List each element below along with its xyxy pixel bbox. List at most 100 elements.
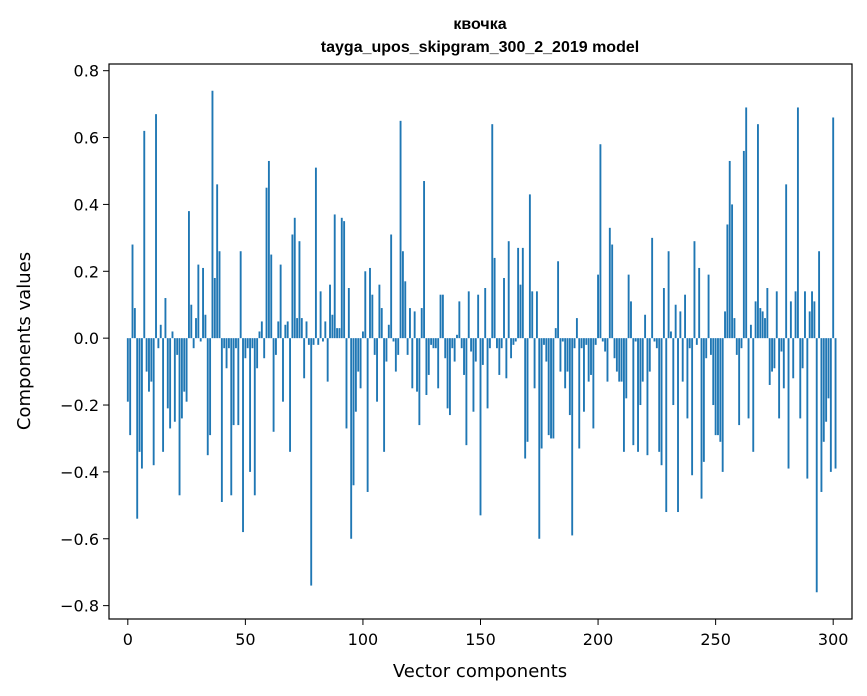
bar — [310, 338, 313, 586]
x-tick-label: 150 — [465, 630, 496, 649]
bar — [411, 338, 414, 389]
bar — [707, 274, 710, 339]
bar — [225, 338, 228, 369]
bar — [738, 338, 741, 426]
bar — [227, 338, 230, 349]
bar — [611, 244, 614, 339]
bar — [566, 338, 569, 372]
bar — [674, 304, 677, 339]
bar — [775, 291, 778, 339]
bar — [188, 211, 190, 339]
bar — [270, 254, 273, 339]
bar — [423, 181, 426, 339]
bar — [441, 294, 444, 339]
bar — [202, 267, 204, 339]
bar — [705, 338, 708, 359]
bar — [517, 247, 520, 339]
y-tick-label: 0.2 — [74, 262, 99, 281]
bar — [481, 338, 484, 365]
bar — [296, 318, 299, 339]
bar — [834, 338, 837, 469]
bar — [474, 338, 477, 362]
bar — [719, 338, 722, 442]
bar — [162, 338, 165, 452]
bar — [686, 338, 689, 419]
bar — [641, 338, 644, 382]
bar — [564, 338, 567, 389]
bar — [498, 338, 501, 375]
bar — [580, 338, 583, 349]
bar — [531, 291, 534, 339]
bar — [392, 338, 395, 342]
bar — [371, 294, 374, 339]
bar — [493, 257, 496, 339]
bar — [691, 338, 694, 476]
bar — [456, 334, 458, 339]
bar — [439, 294, 442, 339]
bar — [317, 338, 320, 345]
bar — [300, 318, 303, 339]
bar — [688, 338, 691, 349]
bar — [717, 338, 719, 436]
bar — [745, 107, 748, 339]
bar — [721, 338, 724, 472]
bar — [740, 338, 743, 349]
bar — [197, 264, 200, 339]
bar — [249, 338, 252, 472]
bar — [526, 338, 529, 442]
bar — [606, 338, 609, 382]
bar — [561, 338, 564, 342]
bar — [684, 294, 686, 339]
bar — [380, 308, 383, 339]
bar — [369, 267, 371, 339]
bar — [279, 264, 282, 339]
bar — [169, 338, 172, 429]
bar — [406, 338, 409, 355]
bar — [329, 284, 331, 339]
bar — [665, 338, 668, 513]
bar — [698, 267, 701, 339]
bar — [272, 338, 275, 432]
bar — [164, 298, 167, 339]
bar — [761, 311, 764, 339]
bar — [303, 338, 306, 379]
bar — [505, 338, 508, 379]
bar — [472, 338, 475, 412]
bar — [693, 241, 696, 339]
bar — [794, 291, 797, 339]
bar — [528, 194, 531, 339]
bar — [138, 338, 141, 452]
bar — [366, 338, 369, 492]
bar — [538, 338, 541, 539]
bar — [627, 274, 630, 339]
bar — [220, 338, 223, 502]
bar — [237, 338, 240, 426]
bar — [336, 328, 339, 339]
bar — [547, 338, 550, 436]
bar — [479, 338, 482, 516]
bar — [148, 338, 150, 392]
bar — [152, 338, 155, 466]
bar — [190, 304, 193, 339]
bar — [359, 338, 362, 389]
bar — [535, 291, 538, 339]
bar — [460, 338, 463, 349]
bar — [766, 288, 769, 339]
bar — [277, 321, 280, 339]
y-axis-ticks: −0.8 −0.6 −0.4 −0.2 0.0 0.2 0.4 0.6 0.8 — [60, 62, 109, 616]
bar — [477, 294, 480, 339]
bar — [764, 318, 766, 339]
bar — [604, 338, 607, 352]
bar — [731, 204, 734, 339]
y-tick-label: 0.6 — [74, 129, 99, 148]
bar — [150, 338, 153, 382]
bar — [211, 90, 214, 339]
bar — [140, 338, 143, 469]
bar — [597, 274, 599, 339]
bar — [681, 338, 684, 382]
bar — [256, 338, 259, 369]
bar — [143, 130, 146, 339]
bar — [554, 328, 557, 339]
bar — [651, 237, 654, 339]
bar — [338, 328, 341, 339]
